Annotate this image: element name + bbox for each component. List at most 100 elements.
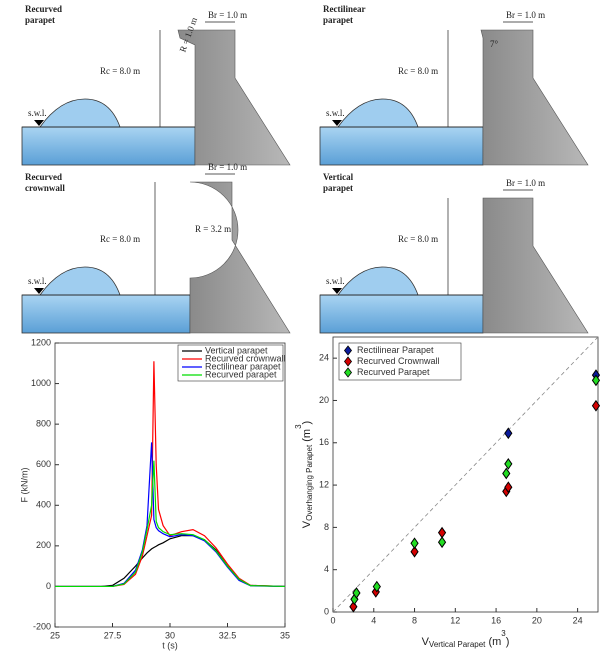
- y-axis-label: F (kN/m): [19, 468, 29, 503]
- legend-swatch: [343, 345, 353, 356]
- water: [319, 294, 484, 334]
- scatter-point: [504, 481, 513, 494]
- scatter-point: [349, 600, 358, 613]
- y-tick-label: 0: [324, 606, 329, 616]
- y-tick-label: 400: [36, 500, 51, 510]
- series-line: [55, 442, 286, 588]
- axis-label-part: ): [506, 636, 510, 648]
- wave: [337, 266, 419, 296]
- x-tick-label: 20: [532, 615, 542, 625]
- x-tick-label: 27.5: [104, 630, 122, 640]
- axis-label-part: (m: [485, 636, 501, 648]
- y-tick-label: 1200: [31, 337, 51, 347]
- rc-label: Rc = 8.0 m: [398, 66, 438, 76]
- axis-label-part: 3: [501, 629, 506, 638]
- panel-label: Vertical: [323, 172, 354, 182]
- axis-label-part: (m: [301, 429, 313, 445]
- rc-label: Rc = 8.0 m: [100, 234, 140, 244]
- panel-label: parapet: [323, 183, 353, 193]
- wave: [39, 98, 121, 128]
- scatter-point: [410, 545, 419, 558]
- legend-label: Recurved crownwall: [205, 353, 286, 363]
- angle-label: 7°: [490, 39, 499, 49]
- rc-label: Rc = 8.0 m: [398, 234, 438, 244]
- r-label: R = 3.2 m: [195, 224, 231, 234]
- scatter-point: [504, 427, 513, 440]
- x-tick-label: 4: [371, 615, 376, 625]
- legend-label: Rectilinear Parapet: [357, 345, 434, 355]
- swl-label: s.w.l.: [326, 108, 345, 118]
- swl-marker: [332, 120, 342, 126]
- swl-marker: [332, 288, 342, 294]
- axis-label-part: ): [301, 421, 313, 425]
- swl-label: s.w.l.: [326, 276, 345, 286]
- y-tick-label: 24: [319, 353, 329, 363]
- axis-label-part: 3: [294, 424, 303, 429]
- wall: [482, 197, 589, 334]
- panel-label: Recurved: [25, 4, 62, 14]
- axis-label: VVertical Parapet (m3): [422, 629, 510, 649]
- scatter-point: [410, 537, 419, 550]
- y-tick-label: 1000: [31, 378, 51, 388]
- axis-label: VOverhanging Parapet (m3): [294, 421, 314, 528]
- x-tick-label: 16: [491, 615, 501, 625]
- legend-label: Vertical parapet: [205, 345, 268, 355]
- scatter-point: [372, 580, 381, 593]
- reference-diagonal: [332, 336, 599, 613]
- x-tick-label: 24: [573, 615, 583, 625]
- y-tick-label: 16: [319, 437, 329, 447]
- legend-label: Recurved Parapet: [357, 367, 430, 377]
- axis-label-part: Vertical Parapet: [429, 640, 486, 649]
- scatter-point: [591, 374, 601, 387]
- legend-label: Recurved parapet: [205, 369, 277, 379]
- y-tick-label: 20: [319, 395, 329, 405]
- panel-label: crownwall: [25, 183, 65, 193]
- x-tick-label: 35: [280, 630, 290, 640]
- scatter-point: [352, 587, 361, 599]
- panel-label: parapet: [25, 15, 55, 25]
- swl-marker: [34, 120, 44, 126]
- panel-label: Rectilinear: [323, 4, 365, 14]
- rc-label: Rc = 8.0 m: [100, 66, 140, 76]
- wall: [189, 181, 291, 334]
- x-tick-label: 8: [412, 615, 417, 625]
- legend-label: Rectilinear parapet: [205, 361, 281, 371]
- legend-box: [338, 342, 462, 381]
- y-tick-label: 8: [324, 522, 329, 532]
- axis-label-part: V: [301, 520, 313, 528]
- swl-marker: [34, 288, 44, 294]
- x-tick-label: 12: [450, 615, 460, 625]
- br-label: Br = 1.0 m: [506, 10, 545, 20]
- water: [21, 294, 191, 334]
- panel-label: parapet: [323, 15, 353, 25]
- series-line: [55, 460, 286, 588]
- series-line: [55, 361, 286, 588]
- y-tick-label: 200: [36, 540, 51, 550]
- x-tick-label: 30: [165, 630, 175, 640]
- br-label: Br = 1.0 m: [506, 178, 545, 188]
- br-label: Br = 1.0 m: [208, 162, 247, 172]
- wall: [480, 29, 589, 166]
- x-axis-label: t (s): [162, 640, 178, 650]
- axis-label-part: Overhanging Parapet: [305, 444, 314, 521]
- wave: [39, 266, 121, 296]
- swl-label: s.w.l.: [28, 108, 47, 118]
- legend-swatch: [343, 356, 353, 367]
- y-tick-label: 4: [324, 564, 329, 574]
- scatter-point: [504, 458, 513, 470]
- plot-frame: [54, 342, 286, 628]
- wall: [177, 29, 291, 166]
- scatter-point: [502, 467, 511, 480]
- water: [21, 126, 196, 166]
- x-tick-label: 0: [330, 615, 335, 625]
- y-tick-label: 600: [36, 459, 51, 469]
- scatter-point: [591, 399, 601, 412]
- water: [319, 126, 484, 166]
- legend-swatch: [343, 367, 353, 378]
